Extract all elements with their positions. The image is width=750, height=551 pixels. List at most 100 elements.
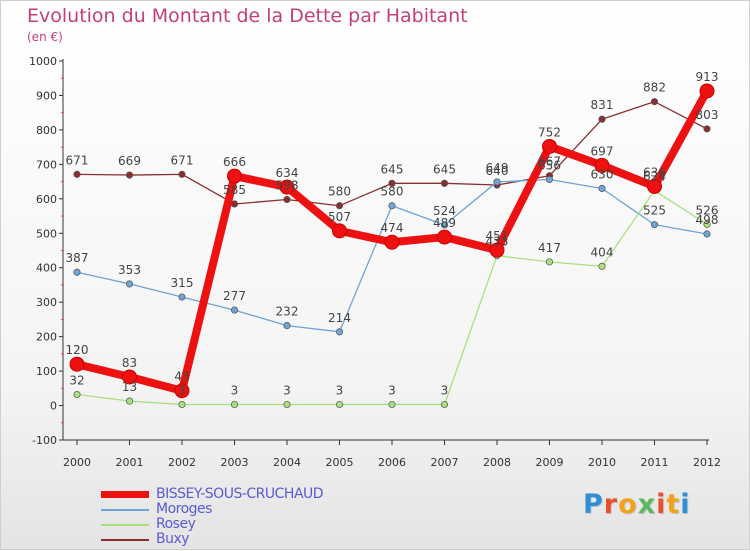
data-point xyxy=(73,390,81,399)
data-point xyxy=(335,328,344,336)
data-label: 630 xyxy=(591,167,614,181)
data-label: 277 xyxy=(223,289,246,303)
legend-label: BISSEY-SOUS-CRUCHAUD xyxy=(156,486,324,502)
data-label: 214 xyxy=(328,311,351,325)
x-tick-label: 2008 xyxy=(483,456,511,469)
data-label: 636 xyxy=(643,165,666,179)
data-point xyxy=(125,397,134,405)
data-label: 624 xyxy=(643,170,666,184)
data-label: 3 xyxy=(388,384,396,398)
y-tick-label: 500 xyxy=(36,227,57,240)
data-point xyxy=(598,115,606,123)
x-tick-label: 2012 xyxy=(693,456,721,469)
data-label: 489 xyxy=(433,216,456,230)
data-label: 526 xyxy=(696,203,719,217)
data-label: 120 xyxy=(66,343,89,357)
data-point xyxy=(279,179,295,195)
data-label: 831 xyxy=(591,98,614,112)
data-label: 451 xyxy=(486,229,509,243)
data-label: 43 xyxy=(174,370,189,384)
x-tick-label: 2001 xyxy=(116,456,144,469)
data-label: 697 xyxy=(591,144,614,158)
y-tick-label: -100 xyxy=(32,434,57,447)
data-label: 580 xyxy=(328,185,351,199)
data-label: 3 xyxy=(336,384,344,398)
y-tick-label: 100 xyxy=(36,365,57,378)
x-tick-label: 2005 xyxy=(326,456,354,469)
data-label: 417 xyxy=(538,241,561,255)
series-buxy xyxy=(73,98,711,210)
data-label: 474 xyxy=(381,221,404,235)
data-point xyxy=(125,171,134,179)
data-point xyxy=(437,229,452,245)
data-point xyxy=(650,221,659,229)
legend-swatch xyxy=(101,539,149,541)
data-label: 387 xyxy=(66,251,89,265)
data-label: 435 xyxy=(486,235,509,249)
data-point xyxy=(594,157,610,173)
x-tick-label: 2004 xyxy=(273,456,301,469)
data-label: 404 xyxy=(591,245,614,259)
data-point xyxy=(178,293,186,301)
data-point xyxy=(125,280,134,288)
data-point xyxy=(703,125,711,133)
legend-swatch xyxy=(101,524,149,526)
y-tick-label: 900 xyxy=(36,89,57,102)
x-tick-label: 2010 xyxy=(588,456,616,469)
data-point xyxy=(178,170,186,178)
y-tick-label: 1000 xyxy=(29,55,57,68)
data-point xyxy=(283,322,291,330)
data-label: 656 xyxy=(538,159,561,173)
x-tick-label: 2009 xyxy=(536,456,564,469)
y-tick-label: 400 xyxy=(36,262,57,275)
data-label: 671 xyxy=(66,153,89,167)
data-label: 3 xyxy=(283,384,291,398)
x-tick-label: 2006 xyxy=(378,456,406,469)
data-label: 524 xyxy=(433,204,456,218)
data-point xyxy=(703,230,711,238)
data-label: 671 xyxy=(171,153,194,167)
data-label: 803 xyxy=(696,108,719,122)
data-point xyxy=(73,170,81,178)
data-point xyxy=(650,98,659,106)
y-tick-label: 800 xyxy=(36,124,57,137)
proxiti-logo: Proxiti xyxy=(583,489,691,520)
x-tick-label: 2011 xyxy=(641,456,669,469)
y-tick-label: 300 xyxy=(36,296,57,309)
x-tick-label: 2003 xyxy=(221,456,249,469)
data-point xyxy=(174,383,190,399)
data-label: 640 xyxy=(486,164,509,178)
y-tick-label: 0 xyxy=(50,400,57,413)
x-tick-label: 2007 xyxy=(431,456,459,469)
data-label: 83 xyxy=(122,356,137,370)
data-label: 598 xyxy=(276,179,299,193)
data-label: 913 xyxy=(696,70,719,84)
data-label: 669 xyxy=(118,154,141,168)
data-label: 882 xyxy=(643,81,666,95)
data-label: 580 xyxy=(381,185,404,199)
legend-swatch xyxy=(101,491,149,498)
chart-unit: (en €) xyxy=(27,30,63,44)
data-label: 3 xyxy=(441,384,449,398)
data-label: 667 xyxy=(538,155,561,169)
data-point xyxy=(69,356,85,372)
series-moroges xyxy=(73,175,711,336)
data-point xyxy=(283,400,291,409)
data-point xyxy=(227,168,242,184)
data-point xyxy=(283,195,291,204)
data-point xyxy=(699,83,715,99)
x-tick-label: 2000 xyxy=(63,456,91,469)
data-point xyxy=(388,179,396,187)
x-tick-label: 2002 xyxy=(168,456,196,469)
data-label: 32 xyxy=(69,374,84,388)
data-point xyxy=(388,202,396,210)
y-tick-label: 600 xyxy=(36,193,57,206)
data-point xyxy=(489,242,505,258)
data-label: 752 xyxy=(538,125,561,139)
data-point xyxy=(598,262,606,270)
data-point xyxy=(440,221,449,229)
data-label: 525 xyxy=(643,204,666,218)
data-point xyxy=(178,400,186,409)
